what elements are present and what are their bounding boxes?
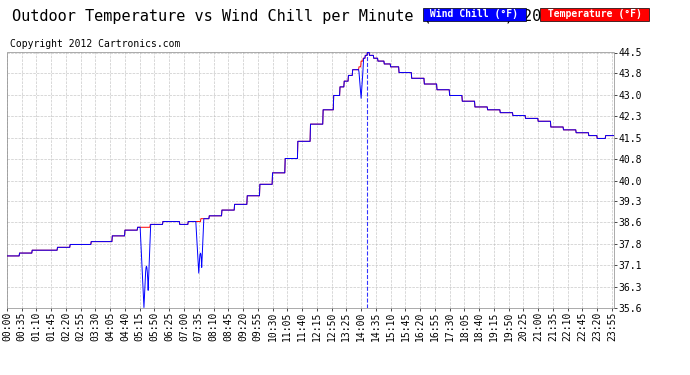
- Text: Temperature (°F): Temperature (°F): [542, 9, 647, 20]
- Text: Wind Chill (°F): Wind Chill (°F): [424, 9, 524, 20]
- Text: Outdoor Temperature vs Wind Chill per Minute (24 Hours) 20121107: Outdoor Temperature vs Wind Chill per Mi…: [12, 9, 595, 24]
- Text: Copyright 2012 Cartronics.com: Copyright 2012 Cartronics.com: [10, 39, 181, 50]
